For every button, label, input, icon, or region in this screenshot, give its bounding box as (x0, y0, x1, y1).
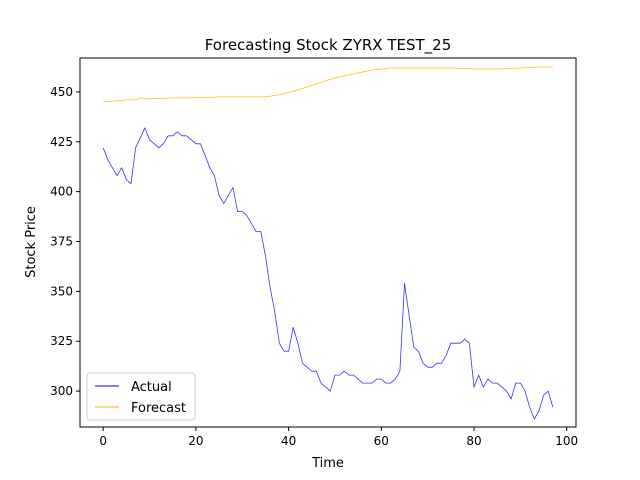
x-tick-label: 100 (555, 434, 578, 448)
x-tick-label: 80 (466, 434, 481, 448)
series-line-actual (102, 127, 554, 420)
x-tick-label: 0 (99, 434, 107, 448)
plot-area (79, 57, 577, 428)
y-tick-label: 300 (50, 384, 73, 398)
x-axis: 0 20 40 60 80 100 (99, 427, 578, 448)
y-axis: 300 325 350 375 400 425 450 (50, 85, 80, 398)
x-tick-label: 60 (374, 434, 389, 448)
y-tick-label: 350 (50, 284, 73, 298)
legend-box (86, 372, 196, 421)
legend: Actual Forecast (86, 372, 196, 421)
series-layer (102, 66, 554, 420)
legend-label-actual: Actual (131, 380, 172, 395)
y-axis-label: Stock Price (24, 206, 39, 278)
x-axis-label: Time (311, 456, 344, 471)
legend-label-forecast: Forecast (131, 401, 186, 416)
series-line-forecast (103, 66, 553, 103)
chart-title: Forecasting Stock ZYRX TEST_25 (205, 36, 452, 55)
y-tick-label: 325 (50, 334, 73, 348)
y-tick-label: 425 (50, 135, 73, 149)
x-tick-label: 40 (281, 434, 296, 448)
y-tick-label: 450 (50, 85, 73, 99)
y-tick-label: 400 (50, 185, 73, 199)
x-tick-label: 20 (188, 434, 203, 448)
y-tick-label: 375 (50, 235, 73, 249)
